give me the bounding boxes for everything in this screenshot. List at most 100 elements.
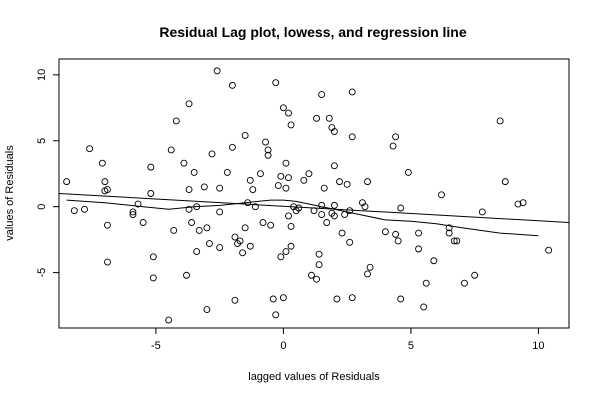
data-point [287, 223, 295, 230]
data-point [287, 121, 295, 129]
data-point [103, 258, 111, 266]
y-tick-label: -5 [36, 268, 48, 278]
data-point [415, 245, 422, 253]
data-point [264, 151, 272, 159]
data-point [313, 114, 320, 122]
scatter-points [63, 67, 553, 324]
data-point [70, 207, 78, 215]
data-point [338, 229, 346, 237]
data-point [195, 226, 203, 234]
data-point [81, 205, 88, 213]
data-point [63, 178, 71, 186]
data-point [208, 150, 216, 158]
y-tick-label: 0 [36, 204, 48, 210]
data-point [361, 203, 369, 211]
data-point [231, 296, 239, 304]
data-point [216, 184, 224, 192]
data-point [200, 183, 208, 191]
data-point [315, 250, 323, 258]
data-point [279, 294, 287, 302]
data-point [203, 224, 211, 232]
data-point [103, 221, 111, 229]
data-point [269, 295, 277, 303]
data-point [346, 238, 354, 246]
data-point [228, 81, 236, 89]
data-point [257, 170, 264, 178]
data-point [277, 172, 285, 180]
data-point [165, 316, 173, 324]
data-point [422, 279, 430, 287]
x-tick-label: -5 [151, 340, 161, 352]
data-point [236, 237, 244, 245]
data-point [129, 208, 137, 216]
y-tick-label: 10 [36, 69, 48, 81]
data-point [103, 186, 111, 193]
data-point [134, 200, 142, 208]
data-point [285, 109, 292, 117]
data-point [348, 294, 356, 302]
data-point [147, 190, 155, 197]
x-tick-label: 10 [532, 340, 544, 352]
data-point [348, 88, 356, 96]
data-point [193, 248, 201, 255]
data-point [188, 219, 196, 226]
data-point [501, 178, 509, 186]
data-point [246, 242, 254, 250]
lowess-line [66, 199, 539, 237]
x-axis-label: lagged values of Residuals [248, 371, 380, 383]
data-point [216, 244, 224, 252]
data-point [323, 219, 331, 226]
data-point [364, 270, 371, 278]
data-point [381, 228, 389, 236]
data-point [295, 204, 303, 212]
data-point [223, 168, 231, 176]
data-point [336, 178, 343, 186]
x-tick-label: 5 [408, 340, 414, 352]
data-point [98, 159, 106, 167]
regression-line [58, 193, 570, 223]
data-point [364, 178, 371, 186]
data-point [228, 143, 236, 151]
data-point [231, 233, 239, 241]
data-point [394, 237, 402, 245]
data-point [249, 186, 257, 193]
data-point [430, 257, 438, 265]
data-point [282, 248, 290, 255]
data-point [496, 117, 504, 125]
data-point [343, 180, 351, 188]
data-point [313, 275, 320, 283]
data-point [420, 303, 428, 311]
data-point [185, 100, 193, 108]
data-point [262, 138, 269, 146]
data-point [241, 132, 249, 139]
data-point [330, 128, 338, 135]
data-point [325, 114, 333, 122]
data-point [438, 191, 445, 199]
data-point [450, 237, 458, 245]
data-point [246, 176, 254, 184]
data-point [190, 168, 198, 176]
data-point [101, 178, 109, 186]
x-tick-label: 0 [280, 340, 286, 352]
data-point [185, 205, 193, 213]
data-point [305, 170, 313, 178]
data-point [86, 145, 94, 153]
x-axis: -5 0 5 10 [151, 328, 545, 352]
data-point [287, 242, 295, 250]
data-point [330, 201, 338, 209]
data-point [320, 184, 328, 192]
data-point [333, 295, 341, 303]
data-point [285, 174, 292, 182]
data-point [149, 274, 157, 282]
data-point [213, 67, 221, 75]
data-point [203, 306, 211, 313]
data-point [282, 159, 290, 167]
data-point [341, 211, 349, 219]
chart-title: Residual Lag plot, lowess, and regressio… [159, 24, 467, 40]
data-point [478, 208, 486, 216]
data-point [167, 146, 175, 154]
data-point [180, 159, 188, 167]
data-point [279, 104, 287, 112]
data-point [348, 133, 356, 141]
